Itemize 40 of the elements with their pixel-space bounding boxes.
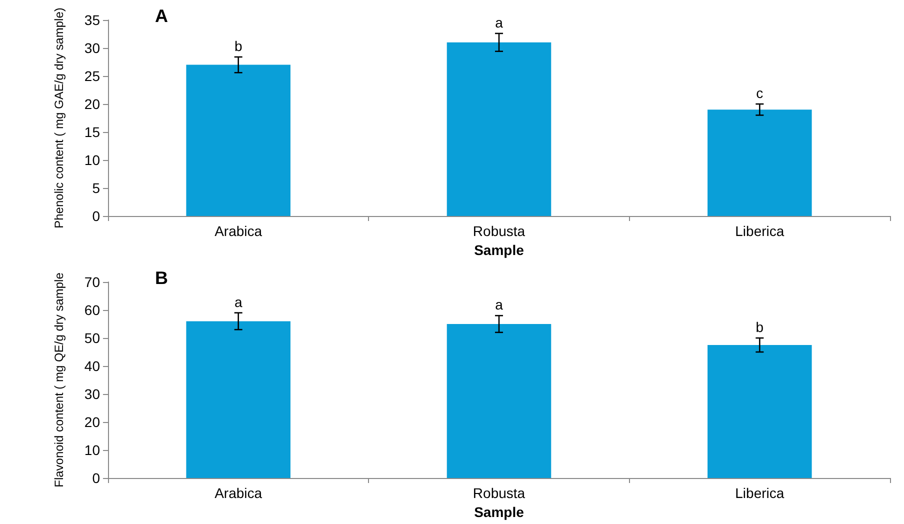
y-tick-label: 10 bbox=[84, 152, 100, 168]
chart-title: A bbox=[155, 6, 168, 26]
annotation: a bbox=[495, 14, 504, 30]
y-tick-label: 0 bbox=[92, 208, 100, 224]
y-tick-label: 5 bbox=[92, 180, 100, 196]
y-tick-label: 35 bbox=[84, 12, 100, 28]
x-axis-title: Sample bbox=[474, 242, 524, 258]
annotation: c bbox=[756, 85, 764, 101]
x-tick-label: Robusta bbox=[472, 485, 526, 501]
bar bbox=[708, 110, 812, 216]
annotation: b bbox=[756, 319, 764, 335]
bar bbox=[446, 42, 552, 216]
x-tick-label: Robusta bbox=[472, 223, 526, 239]
y-tick-label: 30 bbox=[84, 386, 100, 402]
y-tick-label: 25 bbox=[84, 68, 100, 84]
x-tick-label: Arabica bbox=[214, 223, 262, 239]
y-tick-label: 20 bbox=[84, 96, 100, 112]
x-tick-label: Liberica bbox=[735, 223, 784, 239]
bar bbox=[186, 64, 290, 216]
x-tick-label: Arabica bbox=[214, 485, 262, 501]
annotation: a bbox=[234, 294, 242, 310]
annotation: a bbox=[495, 296, 504, 313]
y-tick-label: 50 bbox=[84, 330, 100, 346]
y-tick-label: 20 bbox=[84, 414, 100, 430]
chart-title: B bbox=[155, 268, 168, 288]
y-tick-label: 0 bbox=[92, 470, 100, 486]
bar bbox=[446, 324, 552, 478]
y-tick-label: 70 bbox=[84, 274, 100, 290]
bar bbox=[186, 321, 290, 478]
y-axis-title: Flavonoid content ( mg QE/g dry sample bbox=[52, 272, 66, 488]
y-tick-label: 60 bbox=[84, 302, 100, 318]
y-axis-title: Phenolic content ( mg GAE/g dry sample) bbox=[52, 8, 66, 228]
x-axis-title: Sample bbox=[474, 504, 524, 520]
y-tick-label: 10 bbox=[84, 442, 100, 458]
x-tick-label: Liberica bbox=[735, 485, 784, 501]
bar bbox=[708, 345, 812, 478]
y-tick-label: 15 bbox=[84, 124, 100, 140]
y-tick-label: 30 bbox=[84, 40, 100, 56]
annotation: b bbox=[234, 38, 242, 54]
y-tick-label: 40 bbox=[84, 358, 100, 374]
